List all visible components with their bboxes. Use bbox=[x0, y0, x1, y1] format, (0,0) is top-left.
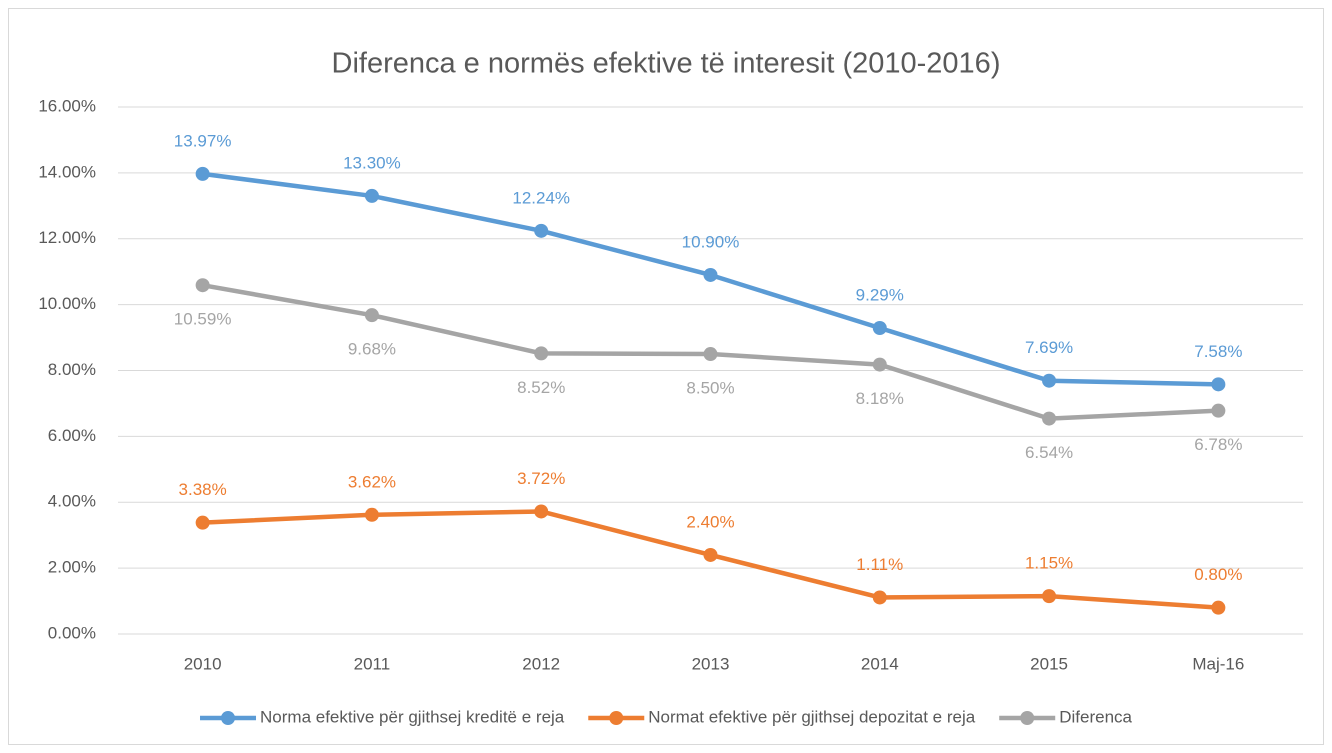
y-tick-label: 6.00% bbox=[48, 426, 96, 445]
data-label: 1.15% bbox=[1025, 554, 1073, 573]
y-tick-label: 8.00% bbox=[48, 360, 96, 379]
data-label: 3.62% bbox=[348, 472, 396, 491]
point bbox=[534, 223, 549, 238]
data-label: 8.50% bbox=[686, 379, 734, 398]
data-label: 13.97% bbox=[174, 131, 232, 150]
point bbox=[1211, 377, 1226, 392]
point bbox=[364, 308, 379, 323]
x-tick-label: 2011 bbox=[354, 654, 391, 673]
legend-marker bbox=[221, 711, 236, 725]
x-tick-label: 2013 bbox=[692, 654, 730, 673]
point bbox=[703, 547, 718, 562]
point bbox=[1042, 373, 1057, 388]
y-tick-label: 14.00% bbox=[38, 162, 96, 181]
data-label: 8.18% bbox=[856, 389, 904, 408]
x-tick-label: 2012 bbox=[522, 654, 560, 673]
point bbox=[195, 515, 210, 530]
data-label: 8.52% bbox=[517, 378, 565, 397]
y-tick-label: 12.00% bbox=[38, 228, 96, 247]
x-tick-label: Maj-16 bbox=[1192, 654, 1244, 673]
point bbox=[1211, 403, 1226, 418]
legend-label: Normat efektive për gjithsej depozitat e… bbox=[648, 707, 975, 726]
data-label: 0.80% bbox=[1194, 565, 1242, 584]
data-label: 10.59% bbox=[174, 310, 232, 329]
point bbox=[534, 346, 549, 361]
point bbox=[1042, 411, 1057, 426]
point bbox=[534, 504, 549, 519]
x-tick-label: 2014 bbox=[861, 654, 899, 673]
data-label: 13.30% bbox=[343, 153, 401, 172]
y-tick-label: 10.00% bbox=[38, 294, 96, 313]
point bbox=[195, 278, 210, 293]
point bbox=[872, 590, 887, 605]
data-label: 7.69% bbox=[1025, 338, 1073, 357]
legend-marker bbox=[609, 711, 624, 725]
point bbox=[195, 166, 210, 181]
legend-label: Norma efektive për gjithsej kreditë e re… bbox=[260, 707, 565, 726]
y-tick-label: 0.00% bbox=[48, 623, 96, 642]
point bbox=[1211, 600, 1226, 615]
chart-border bbox=[8, 8, 1324, 745]
legend-label: Diferenca bbox=[1059, 707, 1132, 726]
data-label: 7.58% bbox=[1194, 342, 1242, 361]
data-label: 3.72% bbox=[517, 469, 565, 488]
point bbox=[703, 267, 718, 282]
data-label: 6.54% bbox=[1025, 443, 1073, 462]
y-tick-label: 4.00% bbox=[48, 492, 96, 511]
data-label: 6.78% bbox=[1194, 435, 1242, 454]
point bbox=[364, 188, 379, 203]
chart-title: Diferenca e normës efektive të interesit… bbox=[332, 48, 1001, 80]
data-label: 1.11% bbox=[856, 555, 903, 574]
data-label: 9.29% bbox=[856, 285, 904, 304]
data-label: 2.40% bbox=[686, 512, 734, 531]
point bbox=[872, 357, 887, 372]
data-label: 9.68% bbox=[348, 340, 396, 359]
data-label: 10.90% bbox=[682, 232, 740, 251]
point bbox=[703, 347, 718, 362]
x-tick-label: 2015 bbox=[1030, 654, 1068, 673]
point bbox=[872, 321, 887, 336]
y-tick-label: 2.00% bbox=[48, 558, 96, 577]
legend-marker bbox=[1020, 711, 1035, 725]
y-tick-label: 16.00% bbox=[38, 96, 96, 115]
point bbox=[1042, 589, 1057, 604]
point bbox=[364, 507, 379, 522]
x-tick-label: 2010 bbox=[184, 654, 222, 673]
data-label: 12.24% bbox=[512, 188, 570, 207]
data-label: 3.38% bbox=[179, 480, 227, 499]
